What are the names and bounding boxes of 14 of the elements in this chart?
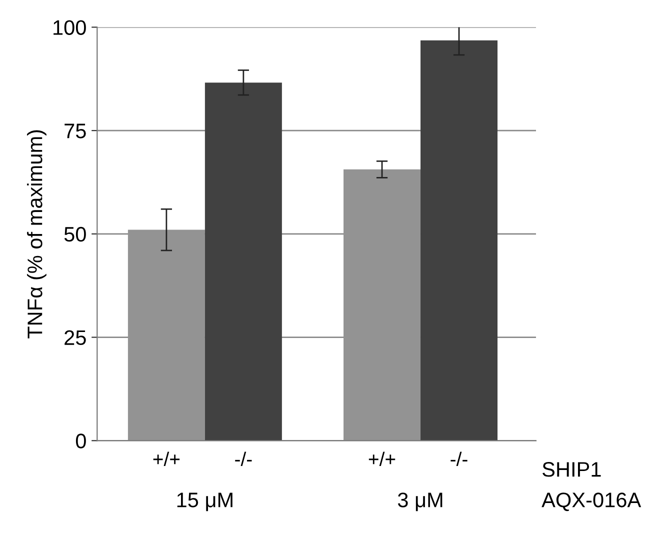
x-tick-label: -/- — [450, 452, 468, 466]
x-tick-label: +/+ — [153, 452, 180, 466]
y-tick-label: 75 — [64, 124, 86, 138]
text: 15 μM — [177, 492, 232, 512]
y-tick-label: 0 — [76, 434, 86, 448]
y-tick-label: 25 — [64, 330, 86, 346]
y-tick-label: 50 — [64, 226, 86, 242]
y-axis-title: TNFα (% of maximum) — [27, 130, 46, 338]
x-tick-label: -/- — [235, 452, 252, 466]
text: SHIP1 — [542, 462, 601, 477]
text: 3 μM — [398, 492, 442, 512]
x-tick-label: +/+ — [368, 452, 396, 466]
y-tick-label: 100 — [54, 20, 86, 35]
text: AQX-016A — [542, 492, 642, 512]
